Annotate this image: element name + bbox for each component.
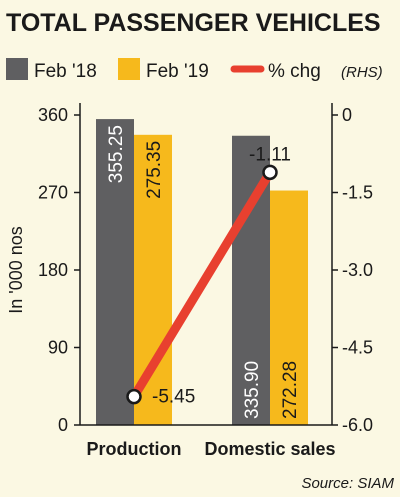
left-tick-label: 180 bbox=[38, 260, 68, 280]
legend-label-feb18: Feb '18 bbox=[34, 61, 97, 82]
pct-change-label: -1.11 bbox=[249, 144, 291, 165]
left-tick-label: 360 bbox=[38, 105, 68, 125]
bar-value-label: 335.90 bbox=[242, 361, 263, 419]
category-labels: Production Domestic sales bbox=[87, 439, 336, 459]
pct-change-point bbox=[126, 388, 142, 405]
legend-swatch-feb18 bbox=[6, 58, 28, 80]
left-tick-label: 0 bbox=[58, 415, 68, 435]
right-tick-label: -1.5 bbox=[342, 183, 373, 203]
right-axis-ticks: -6.0 -4.5 -3.0 -1.5 0 bbox=[332, 105, 373, 435]
bar bbox=[134, 134, 172, 426]
source-note: Source: SIAM bbox=[301, 475, 394, 492]
bar-value-label: 272.28 bbox=[280, 361, 301, 419]
pct-change-series: -5.45 -1.11 bbox=[126, 144, 291, 408]
axes bbox=[79, 103, 333, 426]
bar bbox=[270, 190, 308, 425]
right-tick-label: -6.0 bbox=[342, 415, 373, 435]
chart-title: TOTAL PASSENGER VEHICLES bbox=[6, 9, 381, 37]
pct-change-point bbox=[262, 164, 278, 181]
right-tick-label: 0 bbox=[342, 105, 352, 125]
bar bbox=[96, 119, 134, 426]
legend-label-pct-chg: % chg bbox=[268, 61, 321, 82]
category-label: Production bbox=[87, 439, 182, 459]
bar-value-label: 275.35 bbox=[144, 141, 165, 199]
legend-label-feb19: Feb '19 bbox=[146, 61, 209, 82]
left-tick-label: 270 bbox=[38, 183, 68, 203]
legend-swatch-feb19 bbox=[118, 58, 140, 80]
bars bbox=[96, 119, 308, 426]
left-axis-ticks: 0 90 180 270 360 bbox=[38, 105, 80, 435]
bar-value-label: 355.25 bbox=[106, 125, 127, 183]
pct-change-label: -5.45 bbox=[152, 387, 195, 408]
right-tick-label: -3.0 bbox=[342, 260, 373, 280]
bar-labels: 355.25 275.35 335.90 272.28 bbox=[106, 125, 301, 419]
pct-change-line bbox=[129, 167, 275, 402]
legend-rhs-note: (RHS) bbox=[341, 64, 383, 81]
y-axis-label: In '000 nos bbox=[6, 226, 26, 314]
legend: Feb '18 Feb '19 % chg (RHS) bbox=[6, 58, 383, 82]
right-tick-label: -4.5 bbox=[342, 338, 373, 358]
category-label: Domestic sales bbox=[204, 439, 335, 459]
left-tick-label: 90 bbox=[48, 338, 68, 358]
